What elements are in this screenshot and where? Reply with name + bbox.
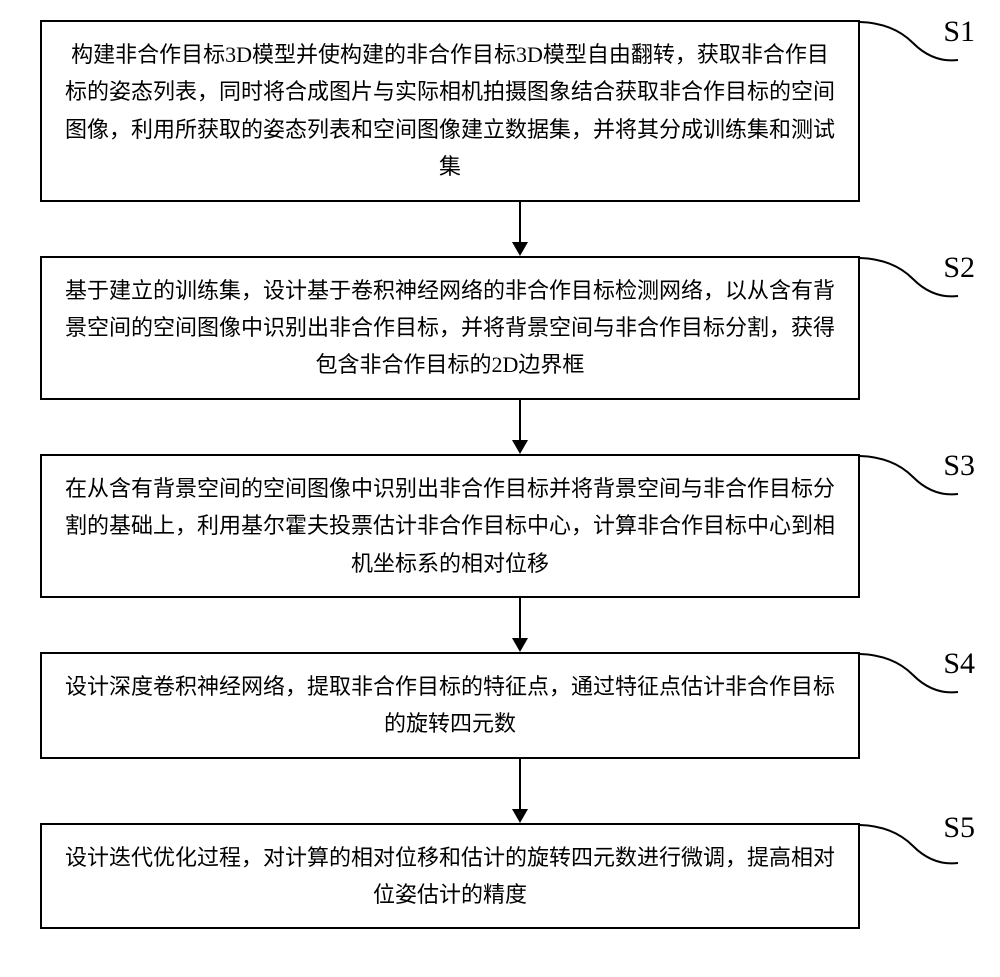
arrow-head-icon — [512, 638, 528, 652]
arrow-after-s3 — [110, 598, 930, 652]
arrow-head-icon — [512, 440, 528, 454]
step-box-s4: 设计深度卷积神经网络，提取非合作目标的特征点，通过特征点估计非合作目标的旋转四元… — [40, 652, 860, 759]
arrow-line — [519, 400, 521, 440]
step-box-s3: 在从含有背景空间的空间图像中识别出非合作目标并将背景空间与非合作目标分割的基础上… — [40, 454, 860, 598]
step-label-s2: S2 — [943, 251, 975, 285]
step-label-s3: S3 — [943, 449, 975, 483]
arrow-line — [519, 598, 521, 638]
step-label-s5: S5 — [943, 811, 975, 845]
step-row-s4: 设计深度卷积神经网络，提取非合作目标的特征点，通过特征点估计非合作目标的旋转四元… — [0, 652, 1000, 759]
step-label-s1: S1 — [943, 15, 975, 49]
step-box-s1: 构建非合作目标3D模型并使构建的非合作目标3D模型自由翻转，获取非合作目标的姿态… — [40, 20, 860, 202]
step-row-s1: 构建非合作目标3D模型并使构建的非合作目标3D模型自由翻转，获取非合作目标的姿态… — [0, 20, 1000, 202]
arrow-after-s4 — [110, 759, 930, 823]
step-box-s2: 基于建立的训练集，设计基于卷积神经网络的非合作目标检测网络，以从含有背景空间的空… — [40, 256, 860, 400]
arrow-head-icon — [512, 242, 528, 256]
step-label-s4: S4 — [943, 647, 975, 681]
arrow-line — [519, 759, 521, 809]
step-row-s3: 在从含有背景空间的空间图像中识别出非合作目标并将背景空间与非合作目标分割的基础上… — [0, 454, 1000, 598]
arrow-after-s2 — [110, 400, 930, 454]
arrow-head-icon — [512, 809, 528, 823]
flowchart-container: 构建非合作目标3D模型并使构建的非合作目标3D模型自由翻转，获取非合作目标的姿态… — [0, 20, 1000, 929]
step-box-s5: 设计迭代优化过程，对计算的相对位移和估计的旋转四元数进行微调，提高相对位姿估计的… — [40, 823, 860, 930]
step-row-s5: 设计迭代优化过程，对计算的相对位移和估计的旋转四元数进行微调，提高相对位姿估计的… — [0, 823, 1000, 930]
arrow-line — [519, 202, 521, 242]
step-row-s2: 基于建立的训练集，设计基于卷积神经网络的非合作目标检测网络，以从含有背景空间的空… — [0, 256, 1000, 400]
arrow-after-s1 — [110, 202, 930, 256]
